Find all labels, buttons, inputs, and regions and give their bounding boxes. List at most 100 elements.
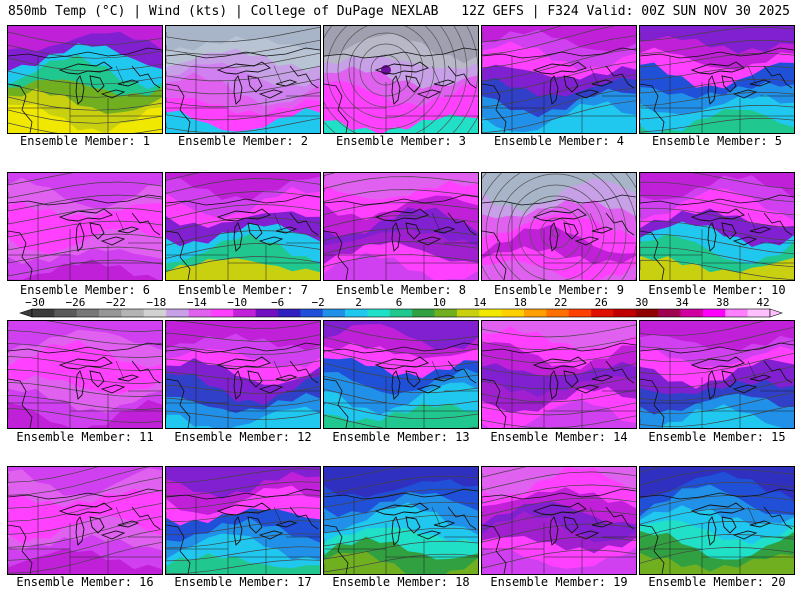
- ensemble-member-label: Ensemble Member: 5: [651, 134, 783, 148]
- model-run-valid-time: 12Z GEFS | F324 Valid: 00Z SUN NOV 30 20…: [461, 4, 790, 19]
- ensemble-member-map: [481, 25, 637, 134]
- temperature-field-map: [640, 26, 794, 133]
- colorbar-swatch: [434, 309, 458, 317]
- ensemble-member-label: Ensemble Member: 12: [174, 430, 312, 444]
- colorbar-swatch: [635, 309, 659, 317]
- ensemble-member-map: [323, 320, 479, 429]
- colorbar-swatch: [568, 309, 592, 317]
- temperature-field-map: [324, 467, 478, 574]
- colorbar-swatch: [501, 309, 525, 317]
- colorbar-tick-label: 2: [355, 296, 362, 309]
- ensemble-member-label: Ensemble Member: 1: [19, 134, 151, 148]
- colorbar-swatch: [210, 309, 234, 317]
- chart-title: 850mb Temp (°C) | Wind (kts) | College o…: [8, 4, 439, 19]
- ensemble-member-label: Ensemble Member: 10: [648, 283, 786, 297]
- colorbar-tick-label: −14: [186, 296, 207, 309]
- colorbar-swatch: [546, 309, 570, 317]
- colorbar-swatch: [702, 309, 726, 317]
- ensemble-member-label: Ensemble Member: 16: [16, 575, 154, 589]
- ensemble-member-label: Ensemble Member: 13: [332, 430, 470, 444]
- temperature-field-map: [8, 173, 162, 280]
- temperature-field-map: [640, 321, 794, 428]
- temperature-field-map: [324, 321, 478, 428]
- colorbar-tick-label: −10: [227, 296, 248, 309]
- ensemble-member-label: Ensemble Member: 14: [490, 430, 628, 444]
- colorbar-swatch: [278, 309, 301, 317]
- ensemble-member-label: Ensemble Member: 11: [16, 430, 154, 444]
- ensemble-member-label: Ensemble Member: 20: [648, 575, 786, 589]
- temperature-field-map: [324, 26, 478, 133]
- colorbar-tick-label: 38: [715, 296, 730, 309]
- temperature-field-map: [640, 467, 794, 574]
- colorbar-swatch: [412, 309, 435, 317]
- colorbar-swatch: [725, 309, 748, 317]
- ensemble-member-label: Ensemble Member: 6: [19, 283, 151, 297]
- ensemble-member-map: [639, 172, 795, 281]
- colorbar-max-arrow: [769, 308, 783, 318]
- colorbar-tick-label: 26: [594, 296, 608, 309]
- colorbar-swatch: [166, 309, 189, 317]
- ensemble-member-map: [639, 320, 795, 429]
- ensemble-member-map: [323, 172, 479, 281]
- ensemble-member-map: [7, 172, 163, 281]
- colorbar-swatch: [121, 309, 145, 317]
- colorbar-swatch: [345, 309, 368, 317]
- ensemble-member-map: [7, 466, 163, 575]
- ensemble-member-map: [7, 320, 163, 429]
- colorbar-tick-label: 18: [513, 296, 527, 309]
- temperature-field-map: [8, 26, 162, 133]
- ensemble-member-map: [7, 25, 163, 134]
- colorbar-swatch: [747, 309, 771, 317]
- ensemble-member-label: Ensemble Member: 17: [174, 575, 312, 589]
- ensemble-member-label: Ensemble Member: 18: [332, 575, 470, 589]
- ensemble-member-map: [165, 466, 321, 575]
- ensemble-member-map: [481, 320, 637, 429]
- ensemble-member-label: Ensemble Member: 8: [335, 283, 467, 297]
- colorbar-swatch: [188, 309, 212, 317]
- ensemble-member-label: Ensemble Member: 9: [493, 283, 625, 297]
- colorbar-swatch: [613, 309, 637, 317]
- ensemble-member-map: [165, 25, 321, 134]
- colorbar-tick-label: 34: [675, 296, 689, 309]
- colorbar-swatch: [322, 309, 346, 317]
- colorbar-swatch: [479, 309, 502, 317]
- ensemble-member-map: [323, 25, 479, 134]
- ensemble-member-label: Ensemble Member: 19: [490, 575, 628, 589]
- temperature-field-map: [482, 173, 636, 280]
- colorbar-tick-label: −18: [146, 296, 167, 309]
- ensemble-member-label: Ensemble Member: 7: [177, 283, 309, 297]
- colorbar-swatch: [99, 309, 122, 317]
- ensemble-member-map: [165, 172, 321, 281]
- colorbar-min-arrow: [19, 308, 33, 318]
- colorbar-tick-label: 14: [473, 296, 487, 309]
- temperature-field-map: [8, 321, 162, 428]
- colorbar-swatch: [76, 309, 100, 317]
- colorbar-tick-label: −26: [65, 296, 86, 309]
- temperature-field-map: [166, 467, 320, 574]
- ensemble-member-label: Ensemble Member: 2: [177, 134, 309, 148]
- ensemble-member-map: [639, 466, 795, 575]
- colorbar-tick-label: −30: [25, 296, 45, 309]
- colorbar-swatch: [300, 309, 324, 317]
- temperature-colorbar: [19, 308, 783, 318]
- temperature-field-map: [640, 173, 794, 280]
- temperature-field-map: [324, 173, 478, 280]
- ensemble-member-map: [481, 172, 637, 281]
- ensemble-member-label: Ensemble Member: 15: [648, 430, 786, 444]
- ensemble-member-label: Ensemble Member: 4: [493, 134, 625, 148]
- colorbar-tick-label: −2: [311, 296, 325, 309]
- temperature-field-map: [482, 26, 636, 133]
- colorbar-swatch: [32, 309, 55, 317]
- temperature-field-map: [166, 173, 320, 280]
- colorbar-tick-label: 10: [432, 296, 447, 309]
- colorbar-swatch: [680, 309, 704, 317]
- colorbar-tick-label: −22: [105, 296, 126, 309]
- colorbar-tick-label: 30: [635, 296, 649, 309]
- colorbar-swatch: [54, 309, 78, 317]
- colorbar-swatch: [591, 309, 614, 317]
- ensemble-member-map: [165, 320, 321, 429]
- temperature-field-map: [482, 467, 636, 574]
- colorbar-tick-label: 22: [554, 296, 568, 309]
- temperature-field-map: [8, 467, 162, 574]
- colorbar-swatch: [524, 309, 547, 317]
